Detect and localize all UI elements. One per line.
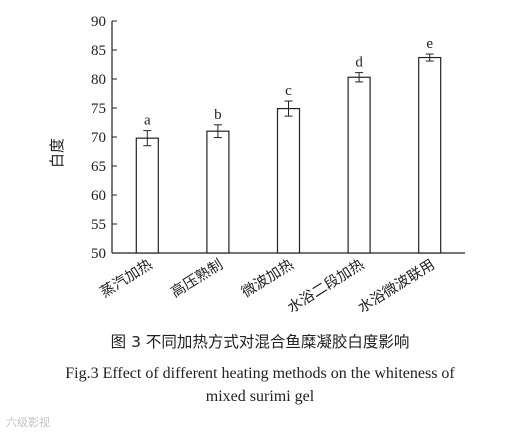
significance-label: b: [214, 107, 222, 123]
y-axis: 50 55 60 65 70 75 80 85 90: [91, 14, 117, 262]
category-label: 微波加热: [238, 256, 297, 301]
watermark: 六级影视: [6, 416, 50, 429]
y-tick-label: 60: [91, 188, 106, 204]
category-label: 水浴二段加热: [284, 256, 367, 317]
figure-caption-en-line2: mixed surimi gel: [205, 388, 315, 405]
bar: [347, 76, 371, 254]
y-tick-label: 50: [91, 246, 106, 262]
category-label: 水浴微波联用: [355, 256, 438, 317]
y-tick-label: 55: [91, 217, 106, 233]
significance-label: a: [144, 113, 151, 129]
y-tick-label: 80: [91, 72, 106, 88]
figure-caption-en-line1: Fig.3 Effect of different heating method…: [65, 365, 455, 382]
bar: [135, 137, 159, 254]
bar: [418, 56, 442, 254]
bar: [276, 107, 301, 254]
y-tick-label: 65: [91, 159, 106, 175]
figure-caption-cn: 图 3 不同加热方式对混合鱼糜凝胶白度影响: [110, 333, 410, 351]
y-tick-label: 70: [91, 130, 106, 146]
y-tick-label: 85: [91, 43, 106, 59]
bar-chart: 50 55 60 65 70 75 80 85 90 a b c d e 蒸汽加热 高压熟制 微波加热水浴二…: [48, 14, 465, 317]
bars: a b c d e: [135, 36, 442, 254]
category-label: 高压熟制: [168, 256, 226, 301]
y-tick-label: 90: [91, 14, 106, 30]
y-tick-label: 75: [91, 101, 106, 117]
y-axis-label: 白度: [48, 138, 66, 168]
significance-label: d: [355, 55, 363, 71]
bar: [206, 130, 230, 254]
significance-label: e: [426, 36, 433, 52]
significance-label: c: [285, 83, 292, 99]
category-label: 蒸汽加热: [97, 256, 156, 301]
